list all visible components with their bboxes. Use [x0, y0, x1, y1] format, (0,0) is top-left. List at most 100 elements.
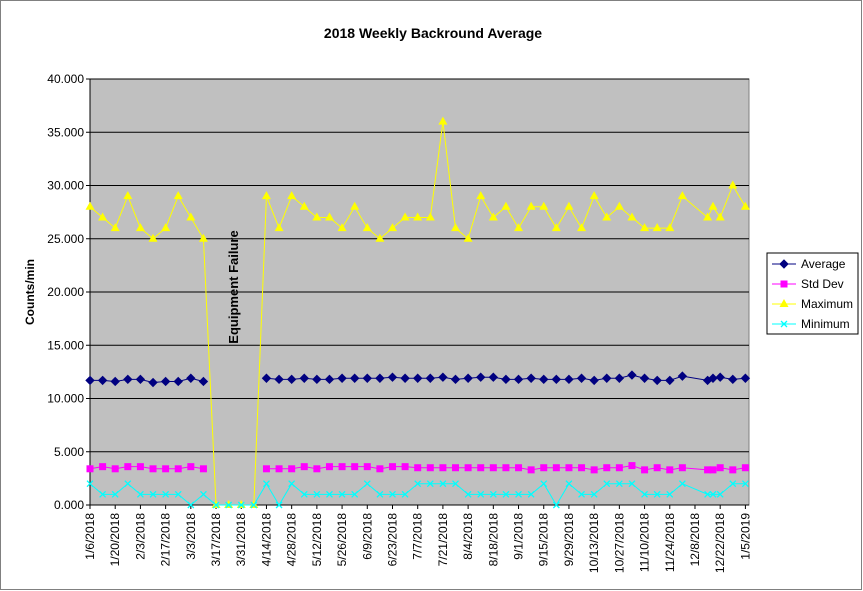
data-point-minimum — [704, 490, 712, 498]
data-point-average — [362, 373, 372, 383]
x-marker-stroke — [704, 490, 712, 498]
x-marker-stroke — [262, 480, 270, 488]
data-point-minimum — [124, 480, 132, 488]
data-point-minimum — [288, 480, 296, 488]
x-marker-stroke — [136, 490, 144, 498]
data-point-maximum — [135, 223, 145, 232]
data-point-maximum — [324, 212, 334, 221]
y-tick-label: 30.000 — [47, 179, 84, 193]
data-point-minimum — [237, 501, 245, 509]
x-marker-stroke — [237, 501, 245, 509]
legend-label: Average — [801, 257, 846, 271]
x-marker-stroke — [326, 490, 333, 498]
data-point-std-dev — [288, 465, 296, 473]
x-marker-stroke — [187, 501, 195, 509]
x-tick-label: 9/29/2018 — [562, 513, 576, 567]
x-tick-label: 2/17/2018 — [159, 513, 173, 567]
data-point-average — [148, 377, 158, 388]
data-point-maximum — [236, 500, 246, 508]
data-point-average — [312, 374, 322, 385]
data-point-std-dev — [704, 466, 712, 474]
data-point-average — [450, 374, 461, 385]
legend-marker — [780, 320, 788, 328]
data-point-minimum — [275, 501, 283, 509]
legend-item-maximum: Maximum — [772, 297, 853, 311]
data-point-average — [513, 374, 524, 385]
data-point-average — [526, 373, 536, 383]
x-tick-label: 2/3/2018 — [133, 513, 147, 560]
data-point-average — [412, 373, 423, 383]
data-point-average — [539, 374, 549, 385]
x-tick-label: 11/24/2018 — [663, 513, 677, 572]
x-tick-label: 6/23/2018 — [385, 513, 399, 567]
data-point-std-dev — [552, 464, 560, 472]
data-point-maximum — [148, 233, 158, 242]
data-point-std-dev — [502, 464, 510, 472]
data-point-std-dev — [136, 463, 144, 471]
data-point-minimum — [678, 480, 686, 488]
data-point-minimum — [363, 480, 371, 488]
data-point-average — [375, 373, 385, 383]
data-point-std-dev — [86, 465, 94, 473]
series-maximum — [85, 116, 750, 508]
x-tick-label: 8/4/2018 — [461, 513, 475, 560]
data-point-average — [564, 374, 574, 385]
data-point-maximum — [577, 223, 587, 232]
legend-marker — [779, 259, 789, 269]
data-point-minimum — [225, 501, 233, 509]
x-marker-stroke — [414, 480, 422, 488]
data-point-std-dev — [578, 464, 586, 472]
x-marker-stroke — [540, 480, 548, 488]
data-point-average — [173, 376, 183, 387]
data-point-std-dev — [363, 463, 371, 471]
data-point-maximum — [614, 201, 624, 210]
data-point-average — [652, 375, 662, 386]
data-point-average — [614, 373, 625, 383]
legend-item-std-dev: Std Dev — [772, 277, 844, 291]
y-tick-label: 20.000 — [47, 285, 84, 299]
legend-label: Std Dev — [801, 277, 844, 291]
x-marker-stroke — [389, 490, 396, 498]
legend-item-minimum: Minimum — [772, 317, 850, 331]
data-point-maximum — [161, 223, 171, 232]
series-minimum — [86, 480, 749, 509]
data-point-maximum — [375, 233, 385, 242]
data-point-std-dev — [527, 466, 535, 474]
x-marker-stroke — [313, 490, 321, 498]
data-point-minimum — [603, 480, 611, 488]
x-tick-label: 10/27/2018 — [612, 513, 626, 573]
data-point-std-dev — [376, 465, 384, 473]
data-point-std-dev — [540, 464, 548, 472]
data-point-average — [425, 373, 436, 383]
x-tick-label: 1/6/2018 — [83, 513, 97, 560]
data-point-average — [476, 372, 486, 382]
data-point-minimum — [162, 490, 170, 498]
data-point-minimum — [452, 480, 459, 488]
data-point-average — [740, 373, 751, 383]
x-marker-stroke — [162, 490, 170, 498]
data-point-std-dev — [666, 466, 674, 474]
x-marker-stroke — [641, 490, 649, 498]
data-point-maximum — [703, 212, 713, 221]
data-point-maximum — [249, 500, 259, 508]
x-tick-label: 11/10/2018 — [638, 513, 652, 572]
data-point-std-dev — [628, 462, 636, 470]
legend: Average Std Dev Maximum Minimum — [766, 252, 859, 335]
data-point-maximum — [387, 223, 397, 232]
data-point-maximum — [640, 223, 650, 232]
x-marker-stroke — [603, 480, 611, 488]
data-point-minimum — [351, 490, 359, 498]
series-std-dev — [86, 462, 749, 474]
data-point-maximum — [677, 191, 687, 200]
data-point-minimum — [250, 501, 258, 509]
legend-marker — [780, 280, 788, 288]
data-point-minimum — [540, 480, 548, 488]
data-point-minimum — [212, 501, 220, 509]
data-point-std-dev — [439, 464, 447, 472]
data-point-std-dev — [325, 463, 333, 471]
x-tick-label: 12/8/2018 — [688, 513, 702, 567]
data-point-std-dev — [565, 464, 573, 472]
x-marker-stroke — [99, 490, 107, 498]
data-point-maximum — [110, 223, 120, 232]
